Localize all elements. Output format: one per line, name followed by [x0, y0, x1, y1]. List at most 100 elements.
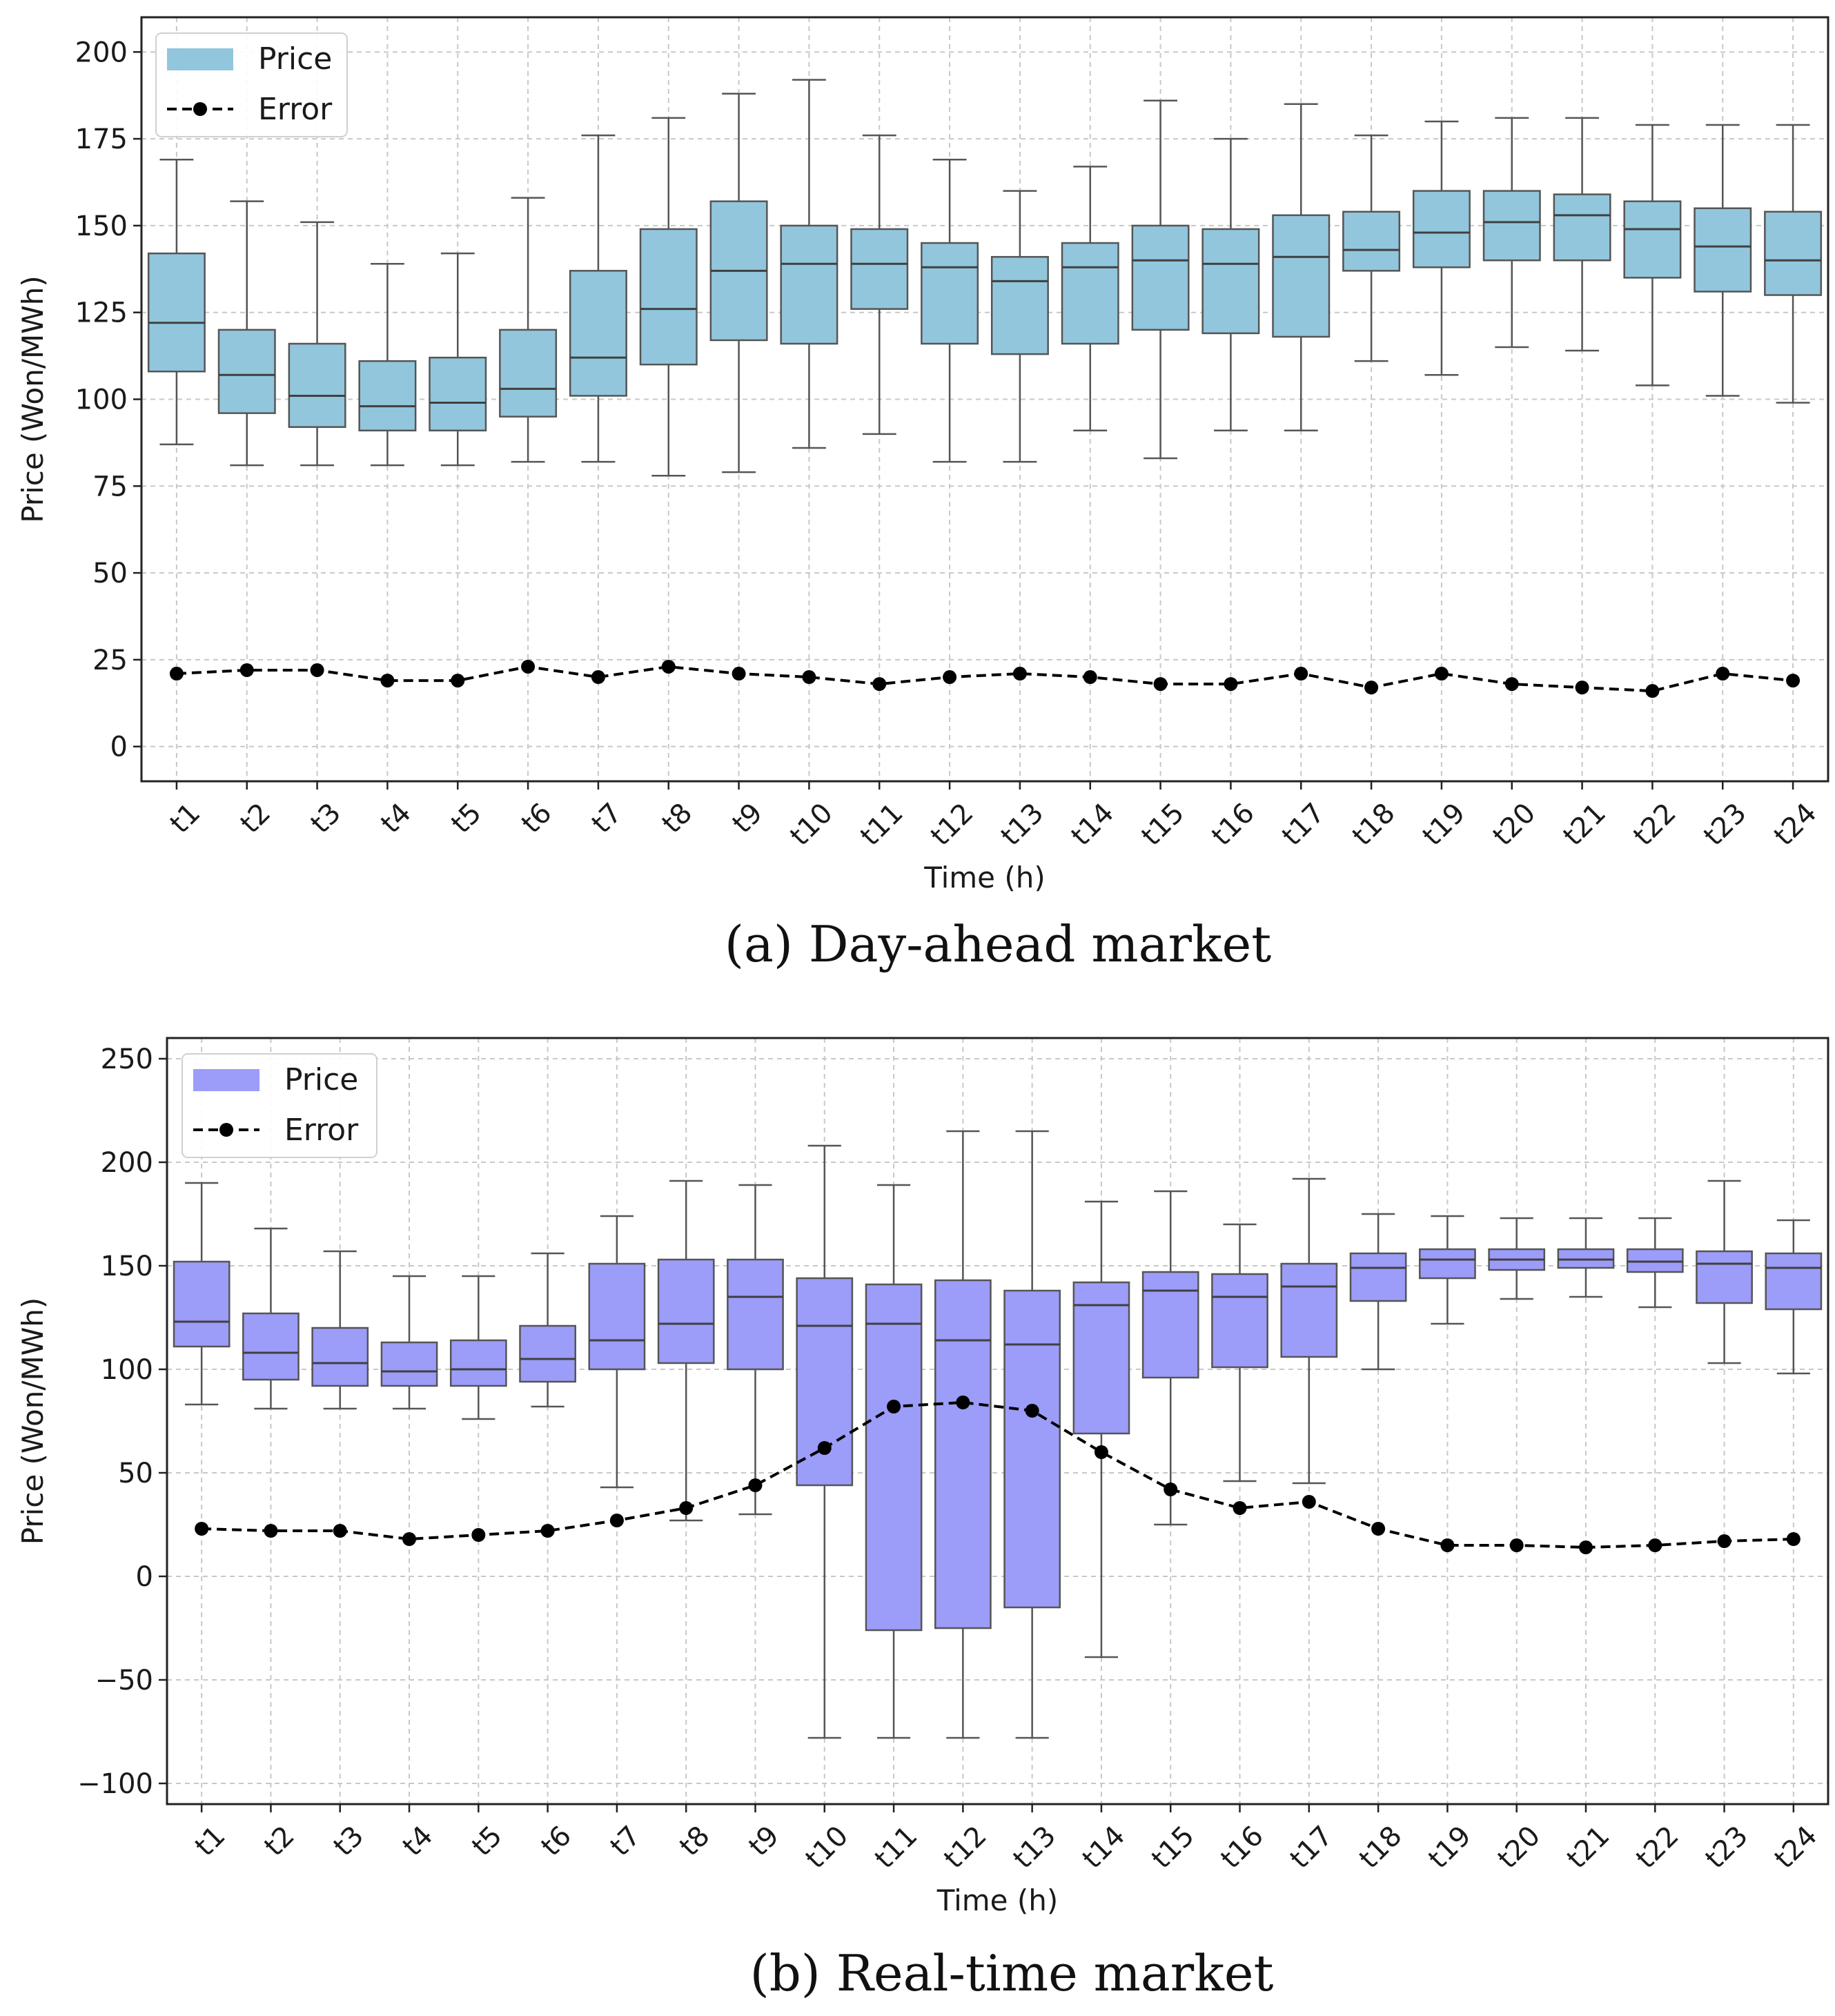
iqr-box [288, 342, 346, 429]
iqr-box [358, 360, 417, 432]
error-point-t3 [333, 1524, 347, 1538]
iqr-box [147, 252, 206, 373]
error-point-t20 [1509, 1538, 1524, 1552]
price-boxes [147, 79, 1823, 477]
iqr-box [217, 329, 276, 414]
price-box-t13 [1003, 1130, 1061, 1739]
x-axis: t1 t2 t3 t4 t5 t6 t7 t8 t9 t10 t11 t12 t13 t14 t15 t16 t… [164, 781, 1823, 852]
x-tick-label: t17 [1284, 1820, 1340, 1875]
iqr-box [311, 1327, 369, 1387]
iqr-box [1349, 1252, 1407, 1302]
x-tick-label: t11 [854, 797, 910, 852]
iqr-box [1342, 211, 1401, 272]
iqr-box [1764, 211, 1823, 296]
price-box-t7 [588, 1215, 646, 1489]
x-tick-label: t3 [328, 1820, 371, 1863]
error-point-t14 [1083, 670, 1097, 685]
iqr-box [921, 242, 979, 345]
x-tick-label: t16 [1206, 797, 1261, 852]
y-tick-label: 100 [75, 384, 128, 416]
price-boxes [173, 1130, 1823, 1739]
x-tick-label: t4 [375, 797, 418, 840]
x-tick-label: t23 [1699, 1820, 1754, 1875]
y-axis-label: Price (Won/MWh) [16, 275, 50, 523]
error-point-t7 [609, 1514, 624, 1527]
legend-price-swatch [167, 48, 233, 70]
price-box-t23 [1694, 124, 1752, 397]
x-tick-label: t14 [1077, 1820, 1132, 1875]
error-point-t14 [1094, 1445, 1108, 1459]
day-ahead-chart: 0 25 50 75 100 125 150 175 200 t1 t2 t3 t4 t5 t6 t7 t8 t9… [16, 16, 1829, 894]
y-tick-label: 125 [75, 297, 128, 329]
x-tick-label: t22 [1630, 1820, 1685, 1875]
iqr-box [990, 255, 1049, 355]
iqr-box [1482, 190, 1541, 262]
error-point-t9 [748, 1478, 763, 1492]
price-box-t1 [173, 1182, 230, 1406]
x-tick-label: t19 [1422, 1820, 1478, 1875]
y-axis: 0 25 50 75 100 125 150 175 200 [75, 37, 141, 763]
error-point-t10 [802, 670, 816, 685]
x-tick-label: t14 [1066, 797, 1121, 852]
iqr-box [1696, 1250, 1753, 1304]
price-box-t13 [990, 190, 1049, 463]
iqr-box [1694, 207, 1752, 293]
x-tick-label: t11 [869, 1820, 924, 1875]
price-box-t5 [429, 252, 487, 467]
error-point-t23 [1717, 1534, 1731, 1548]
y-tick-label: 25 [92, 645, 128, 676]
error-point-t8 [679, 1501, 694, 1515]
iqr-box [1623, 200, 1682, 279]
error-point-t21 [1575, 681, 1589, 695]
x-tick-label: t12 [938, 1820, 993, 1875]
price-box-t14 [1072, 1200, 1130, 1658]
price-box-t8 [657, 1180, 715, 1522]
error-point-t12 [943, 670, 957, 685]
price-box-t15 [1141, 1190, 1199, 1526]
iqr-box [1419, 1248, 1476, 1280]
x-tick-label: t12 [925, 797, 980, 852]
x-tick-label: t6 [516, 797, 558, 840]
error-point-t21 [1578, 1540, 1593, 1554]
error-point-t2 [239, 663, 254, 677]
y-tick-label: −50 [95, 1665, 153, 1696]
y-tick-label: 150 [101, 1251, 153, 1282]
error-series [169, 659, 1800, 698]
error-point-t13 [1025, 1404, 1039, 1418]
legend-error-label: Error [258, 92, 333, 127]
iqr-box [1141, 1271, 1199, 1379]
error-point-t24 [1786, 1532, 1800, 1546]
legend-price-swatch [193, 1069, 259, 1091]
x-tick-label: t7 [605, 1820, 647, 1863]
iqr-box [1131, 224, 1190, 331]
error-point-t11 [872, 677, 887, 692]
error-point-t18 [1364, 681, 1379, 695]
error-point-t4 [402, 1532, 417, 1546]
iqr-box [865, 1283, 923, 1632]
y-tick-label: 250 [101, 1044, 153, 1075]
caption-real-time: (b) Real-time market [750, 1944, 1274, 2002]
error-point-t17 [1294, 667, 1308, 681]
iqr-box [850, 228, 909, 310]
x-tick-label: t3 [304, 797, 347, 840]
price-box-t8 [639, 117, 698, 477]
price-box-t3 [288, 221, 346, 467]
iqr-box [449, 1339, 507, 1387]
price-box-t16 [1211, 1223, 1268, 1482]
x-tick-label: t7 [586, 797, 629, 840]
legend-error-marker [219, 1123, 233, 1137]
price-box-t15 [1131, 99, 1190, 460]
error-point-t19 [1434, 667, 1449, 681]
y-tick-label: 150 [75, 211, 128, 242]
iqr-box [657, 1258, 715, 1364]
x-tick-label: t6 [535, 1820, 578, 1863]
error-point-t11 [887, 1400, 901, 1413]
plot-frame [166, 1037, 1829, 1805]
price-box-t22 [1626, 1217, 1684, 1309]
iqr-box [934, 1279, 992, 1630]
x-tick-label: t2 [235, 797, 277, 840]
price-box-t6 [519, 1252, 576, 1408]
legend-error-marker [193, 102, 207, 116]
x-tick-label: t20 [1487, 797, 1542, 852]
